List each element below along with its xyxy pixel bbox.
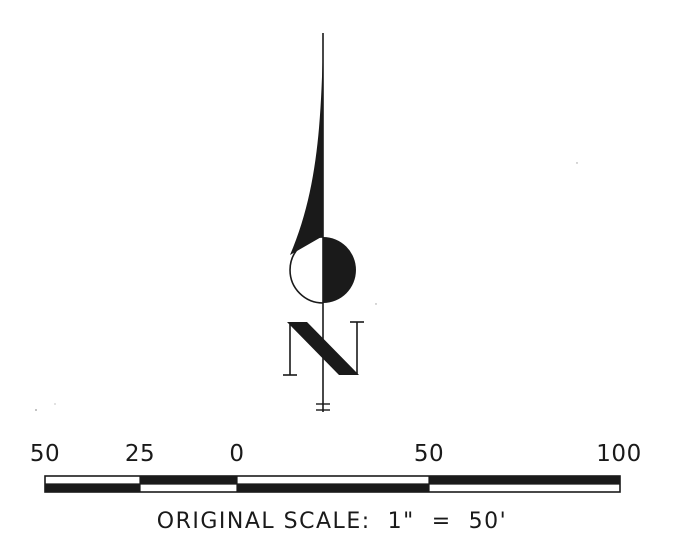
scale-segment-filled	[429, 476, 620, 484]
north-circle-open-half	[289, 236, 324, 304]
scale-caption: ORIGINAL SCALE: 1" = 50'	[157, 509, 507, 534]
scale-label-zero: 0	[229, 441, 244, 467]
north-circle-filled-half	[323, 237, 356, 303]
north-letter-n	[283, 321, 364, 376]
north-arrow-icon	[283, 33, 364, 412]
scale-label-50: 50	[414, 441, 444, 467]
scale-label-left-50: 50	[30, 441, 60, 467]
scale-segment-filled	[140, 476, 237, 484]
north-arrow-spike	[290, 45, 323, 255]
scale-label-100: 100	[596, 441, 641, 467]
scale-segment-filled	[45, 484, 140, 492]
scan-specks	[35, 162, 578, 411]
scale-bar	[44, 475, 621, 493]
scale-labels: 50 25 0 50 100	[30, 441, 641, 467]
scale-label-left-25: 25	[125, 441, 155, 467]
scale-segment-filled	[237, 484, 429, 492]
